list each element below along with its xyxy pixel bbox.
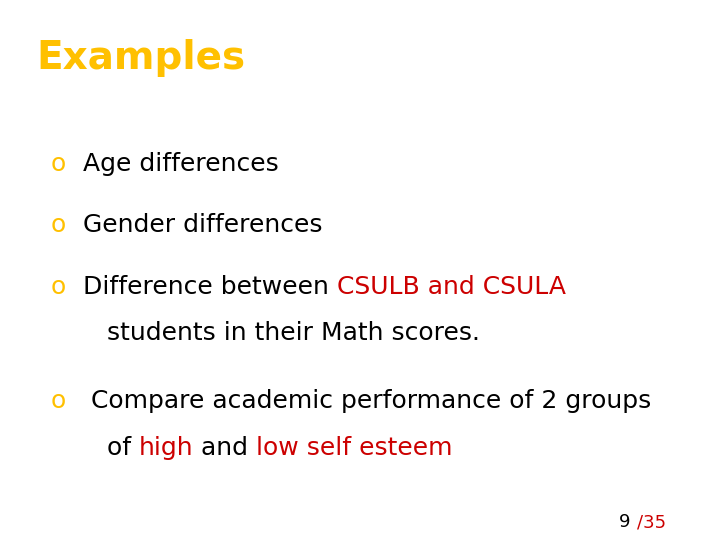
Text: students in their Math scores.: students in their Math scores. [107, 321, 480, 345]
Text: Age differences: Age differences [83, 152, 279, 176]
Text: of: of [107, 436, 139, 460]
Text: Difference between: Difference between [83, 275, 337, 299]
Text: Compare academic performance of 2 groups: Compare academic performance of 2 groups [83, 389, 651, 413]
Text: CSULB and CSULA: CSULB and CSULA [337, 275, 566, 299]
Text: high: high [139, 436, 193, 460]
Text: 9: 9 [619, 514, 631, 531]
Text: and: and [193, 436, 256, 460]
Text: o: o [50, 275, 66, 299]
Text: o: o [50, 389, 66, 413]
Text: Examples: Examples [36, 39, 245, 77]
Text: /35: /35 [637, 514, 666, 531]
Text: o: o [50, 213, 66, 237]
Text: low self esteem: low self esteem [256, 436, 453, 460]
Text: o: o [50, 152, 66, 176]
Text: Gender differences: Gender differences [83, 213, 323, 237]
